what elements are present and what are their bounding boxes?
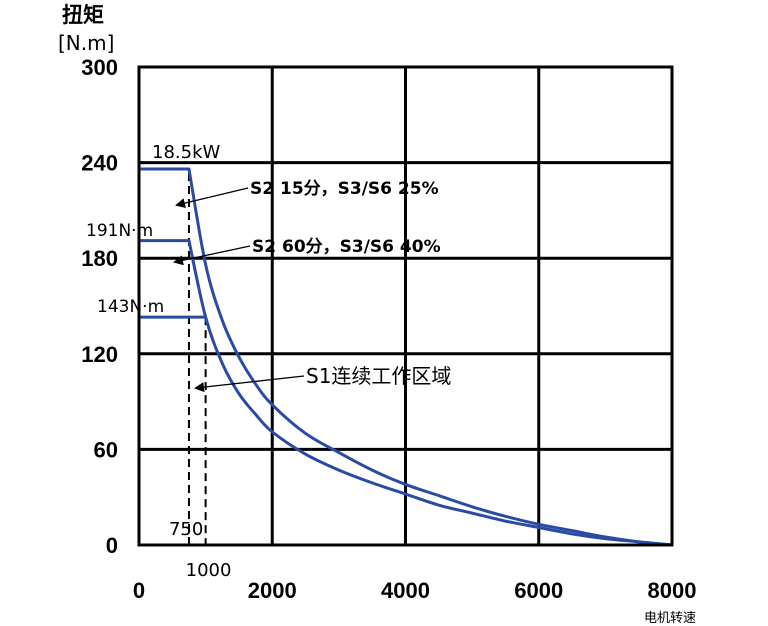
plot-border <box>137 65 674 547</box>
x-tick-label: 0 <box>133 578 145 603</box>
plot-frame <box>137 65 674 547</box>
reference-label-750: 750 <box>169 519 203 540</box>
tick-labels: 0 60 120 180 240 300 0 2000 4000 6000 8000 <box>81 55 696 603</box>
reference-label-1000: 1000 <box>186 560 232 581</box>
y-tick-label: 0 <box>106 533 118 558</box>
x-tick-label: 8000 <box>648 578 697 603</box>
curves <box>139 167 673 547</box>
torque-191-label: 191N·m <box>86 221 153 241</box>
x-axis-title: 电机转速 <box>644 611 696 626</box>
y-axis-unit: [N.m] <box>58 31 114 55</box>
torque-143-label: 143N·m <box>97 297 164 317</box>
reference-lines: 750 1000 <box>169 172 232 581</box>
s1-arrow <box>194 375 305 393</box>
x-tick-label: 2000 <box>248 578 297 603</box>
series-line-1 <box>139 239 673 547</box>
grid <box>137 65 674 547</box>
s2-60-arrow <box>173 245 251 266</box>
y-tick-label: 120 <box>81 342 118 367</box>
y-tick-label: 300 <box>81 55 118 80</box>
y-tick-label: 240 <box>81 151 118 176</box>
s2-15-arrow <box>175 187 249 208</box>
y-tick-label: 60 <box>94 437 118 462</box>
y-tick-label: 180 <box>81 246 118 271</box>
s2-15-label: S2 15分，S3/S6 25% <box>250 179 439 199</box>
s2-60-label: S2 60分，S3/S6 40% <box>252 237 441 257</box>
power-label: 18.5kW <box>152 142 221 163</box>
x-tick-label: 4000 <box>381 578 430 603</box>
series-line-0 <box>139 167 673 547</box>
s1-label: S1连续工作区域 <box>306 364 451 388</box>
x-tick-label: 6000 <box>514 578 563 603</box>
y-axis-title: 扭矩 <box>62 3 104 27</box>
